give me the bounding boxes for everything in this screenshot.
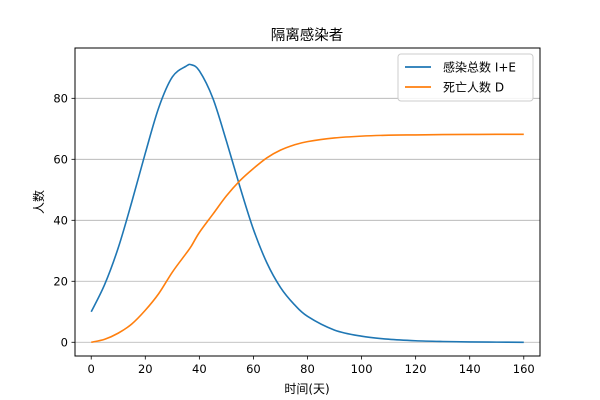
series-line-2 <box>91 133 524 344</box>
x-tick-label-160: 160 <box>513 362 535 376</box>
y-axis-ticks: 0 20 40 60 80 <box>53 91 75 349</box>
x-tick-label-20: 20 <box>138 362 153 376</box>
plot-area: 0 20 40 60 80 100 120 140 160 0 20 40 60 80 <box>53 47 541 376</box>
y-tick-label-0: 0 <box>61 335 68 349</box>
y-tick-label-20: 20 <box>53 274 68 288</box>
legend-box <box>397 53 534 102</box>
x-tick-label-140: 140 <box>459 362 481 376</box>
x-tick-label-100: 100 <box>351 362 373 376</box>
y-tick-label-60: 60 <box>53 152 68 166</box>
x-axis-label: 时间(天) <box>284 382 329 396</box>
chart-title: 隔离感染者 <box>271 27 344 44</box>
x-tick-label-40: 40 <box>192 362 207 376</box>
x-tick-label-120: 120 <box>405 362 427 376</box>
x-tick-label-0: 0 <box>88 362 95 376</box>
y-axis-label: 人数 <box>31 190 46 214</box>
legend-label-2: 死亡人数 D <box>443 80 504 95</box>
x-axis-ticks: 0 20 40 60 80 100 120 140 160 <box>88 356 535 376</box>
x-tick-label-80: 80 <box>300 362 315 376</box>
x-tick-label-60: 60 <box>246 362 261 376</box>
series-lines <box>90 63 524 344</box>
legend: 感染总数 I+E 死亡人数 D <box>397 53 534 102</box>
y-tick-label-80: 80 <box>53 91 68 105</box>
legend-label-1: 感染总数 I+E <box>443 60 516 75</box>
series-line-1 <box>90 63 524 344</box>
y-tick-label-40: 40 <box>53 213 68 227</box>
